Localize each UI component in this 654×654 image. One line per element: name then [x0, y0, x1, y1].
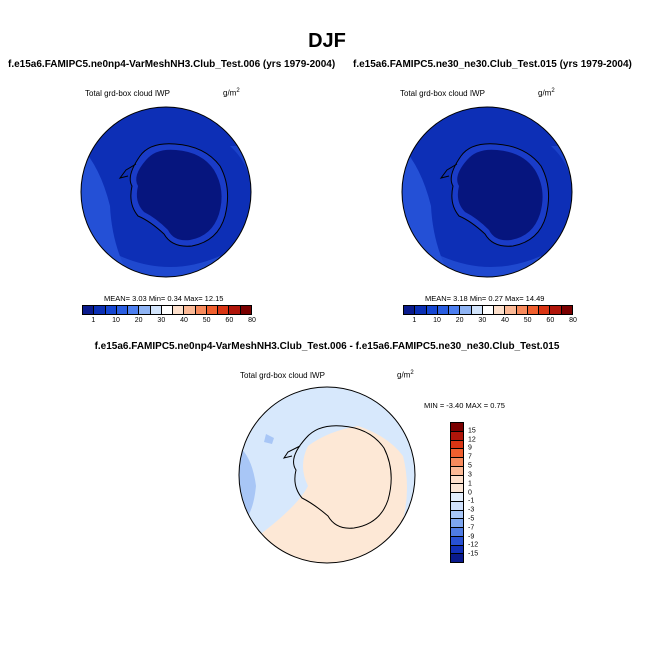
colorbar-tick-label: -7: [468, 524, 474, 531]
colorbar-tick-label: -12: [468, 542, 478, 549]
colorbar-tick-label: 1: [91, 317, 95, 324]
colorbar-swatch: [451, 493, 463, 502]
colorbar-swatch: [207, 306, 218, 314]
colorbar-swatch: [451, 449, 463, 458]
diff-map: [238, 386, 416, 564]
colorbar-tick-label: 50: [203, 317, 211, 324]
colorbar-swatch: [117, 306, 128, 314]
colorbar-swatch: [451, 511, 463, 520]
colorbar-tick-label: 60: [546, 317, 554, 324]
diff-variable: Total grd-box cloud IWP: [240, 371, 325, 380]
colorbar-swatch: [241, 306, 251, 314]
colorbar-swatch: [451, 528, 463, 537]
diff-colorbar-labels: 15 12 9 7 5 3 1 0 -1 -3 -5 -7 -9 -12 -15: [468, 422, 498, 563]
colorbar-swatch: [451, 484, 463, 493]
colorbar-swatch: [139, 306, 150, 314]
colorbar-tick-label: -9: [468, 533, 474, 540]
colorbar-swatch: [451, 423, 463, 432]
colorbar-swatch: [218, 306, 229, 314]
colorbar-swatch: [151, 306, 162, 314]
colorbar-tick-label: 30: [157, 317, 165, 324]
colorbar-tick-label: 20: [135, 317, 143, 324]
colorbar-swatch: [451, 554, 463, 562]
colorbar-swatch: [128, 306, 139, 314]
colorbar-swatch: [449, 306, 460, 314]
colorbar-swatch: [83, 306, 94, 314]
colorbar-tick-label: 1: [468, 480, 472, 487]
colorbar-swatch: [162, 306, 173, 314]
colorbar-swatch: [494, 306, 505, 314]
colorbar-swatch: [562, 306, 572, 314]
colorbar-tick-label: 30: [478, 317, 486, 324]
colorbar-swatch: [550, 306, 561, 314]
colorbar-swatch: [404, 306, 415, 314]
panel-1-title: f.e15a6.FAMIPC5.ne0np4-VarMeshNH3.Club_T…: [8, 59, 335, 70]
colorbar-swatch: [451, 458, 463, 467]
colorbar-tick-label: 80: [248, 317, 256, 324]
colorbar-swatch: [539, 306, 550, 314]
colorbar-swatch: [460, 306, 471, 314]
panel-2-variable: Total grd-box cloud IWP: [400, 89, 485, 98]
colorbar-swatch: [517, 306, 528, 314]
colorbar-tick-label: -3: [468, 507, 474, 514]
panel-2-units: g/m2: [538, 88, 555, 98]
diff-units: g/m2: [397, 370, 414, 380]
panel-1-colorbar-labels: 1 10 20 30 40 50 60 80: [82, 317, 252, 327]
panel-2-title: f.e15a6.FAMIPC5.ne30_ne30.Club_Test.015 …: [353, 59, 632, 70]
colorbar-swatch: [451, 519, 463, 528]
colorbar-tick-label: 12: [468, 436, 476, 443]
colorbar-swatch: [196, 306, 207, 314]
panel-1-units: g/m2: [223, 88, 240, 98]
colorbar-swatch: [505, 306, 516, 314]
colorbar-tick-label: 40: [180, 317, 188, 324]
diff-colorbar: [450, 422, 464, 563]
colorbar-swatch: [438, 306, 449, 314]
colorbar-tick-label: 40: [501, 317, 509, 324]
colorbar-tick-label: -15: [468, 551, 478, 558]
colorbar-tick-label: -5: [468, 515, 474, 522]
colorbar-swatch: [528, 306, 539, 314]
panel-2-colorbar: [403, 305, 573, 315]
panel-1-colorbar: [82, 305, 252, 315]
diff-title: f.e15a6.FAMIPC5.ne0np4-VarMeshNH3.Club_T…: [0, 341, 654, 352]
panel-1-variable: Total grd-box cloud IWP: [85, 89, 170, 98]
colorbar-swatch: [483, 306, 494, 314]
colorbar-tick-label: 1: [412, 317, 416, 324]
colorbar-tick-label: 3: [468, 471, 472, 478]
panel-2-map: [401, 106, 573, 278]
colorbar-tick-label: 0: [468, 489, 472, 496]
colorbar-swatch: [94, 306, 105, 314]
colorbar-tick-label: 60: [225, 317, 233, 324]
colorbar-swatch: [451, 546, 463, 555]
colorbar-tick-label: 50: [524, 317, 532, 324]
colorbar-swatch: [427, 306, 438, 314]
panel-2-colorbar-labels: 1 10 20 30 40 50 60 80: [403, 317, 573, 327]
panel-2-stats: MEAN= 3.18 Min= 0.27 Max= 14.49: [425, 294, 544, 303]
panel-1-map: [80, 106, 252, 278]
colorbar-swatch: [106, 306, 117, 314]
colorbar-swatch: [451, 467, 463, 476]
colorbar-tick-label: 5: [468, 463, 472, 470]
colorbar-swatch: [451, 537, 463, 546]
colorbar-tick-label: 10: [112, 317, 120, 324]
colorbar-tick-label: -1: [468, 498, 474, 505]
colorbar-swatch: [173, 306, 184, 314]
colorbar-tick-label: 7: [468, 454, 472, 461]
colorbar-tick-label: 80: [569, 317, 577, 324]
colorbar-swatch: [184, 306, 195, 314]
diff-stats: MIN = -3.40 MAX = 0.75: [424, 401, 505, 410]
colorbar-swatch: [451, 476, 463, 485]
colorbar-swatch: [415, 306, 426, 314]
colorbar-swatch: [451, 441, 463, 450]
colorbar-swatch: [229, 306, 240, 314]
colorbar-tick-label: 20: [456, 317, 464, 324]
season-title: DJF: [0, 30, 654, 53]
colorbar-swatch: [451, 502, 463, 511]
panel-1-stats: MEAN= 3.03 Min= 0.34 Max= 12.15: [104, 294, 223, 303]
colorbar-swatch: [472, 306, 483, 314]
colorbar-tick-label: 10: [433, 317, 441, 324]
colorbar-tick-label: 15: [468, 427, 476, 434]
colorbar-tick-label: 9: [468, 445, 472, 452]
colorbar-swatch: [451, 432, 463, 441]
